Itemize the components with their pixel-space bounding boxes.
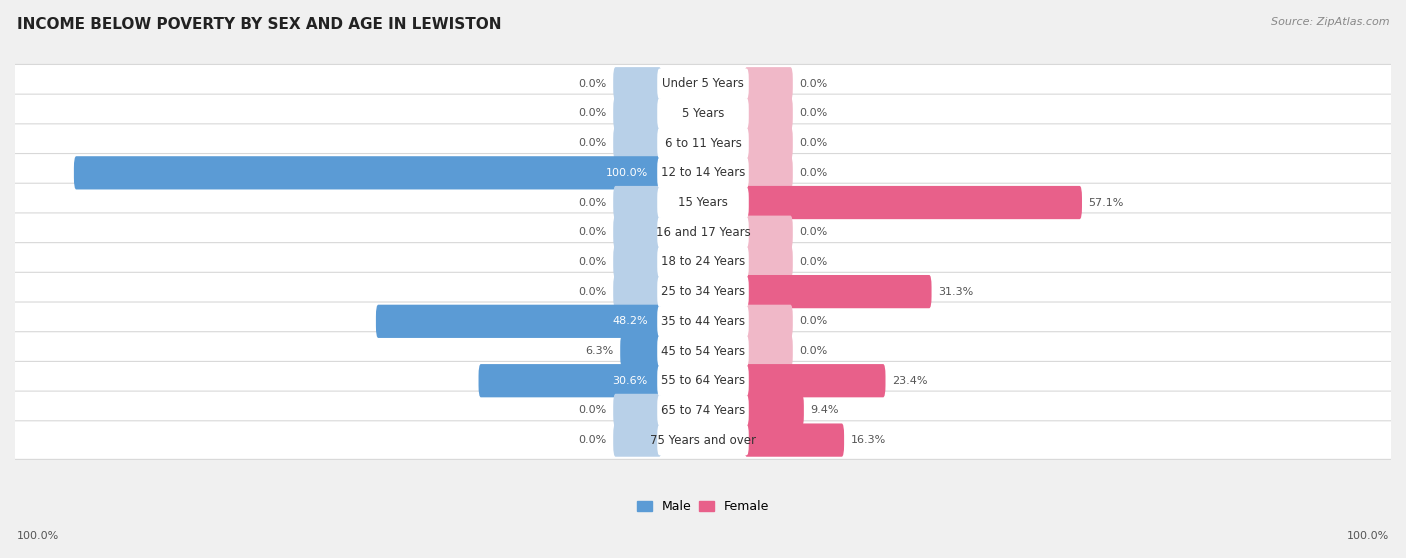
FancyBboxPatch shape [657,217,749,247]
FancyBboxPatch shape [13,331,1393,371]
FancyBboxPatch shape [13,94,1393,133]
Text: 9.4%: 9.4% [810,406,839,415]
Text: 16 and 17 Years: 16 and 17 Years [655,226,751,239]
Text: 65 to 74 Years: 65 to 74 Years [661,404,745,417]
Text: 0.0%: 0.0% [578,198,607,208]
FancyBboxPatch shape [744,305,793,338]
Text: 0.0%: 0.0% [799,316,828,326]
FancyBboxPatch shape [657,395,749,426]
Text: 6.3%: 6.3% [585,346,614,356]
FancyBboxPatch shape [13,243,1393,281]
FancyBboxPatch shape [613,186,662,219]
FancyBboxPatch shape [13,421,1393,459]
FancyBboxPatch shape [478,364,662,397]
FancyBboxPatch shape [657,247,749,277]
FancyBboxPatch shape [657,336,749,366]
Text: 0.0%: 0.0% [799,108,828,118]
Text: 35 to 44 Years: 35 to 44 Years [661,315,745,328]
FancyBboxPatch shape [657,187,749,218]
Text: 0.0%: 0.0% [578,138,607,148]
Text: 0.0%: 0.0% [578,406,607,415]
FancyBboxPatch shape [75,156,662,190]
FancyBboxPatch shape [13,183,1393,222]
Text: 100.0%: 100.0% [1347,531,1389,541]
FancyBboxPatch shape [657,276,749,307]
Text: 0.0%: 0.0% [799,346,828,356]
FancyBboxPatch shape [13,302,1393,340]
Text: 0.0%: 0.0% [578,227,607,237]
Text: 0.0%: 0.0% [799,257,828,267]
Text: 0.0%: 0.0% [799,138,828,148]
FancyBboxPatch shape [613,215,662,249]
FancyBboxPatch shape [744,67,793,100]
Text: 0.0%: 0.0% [578,257,607,267]
Text: Under 5 Years: Under 5 Years [662,77,744,90]
FancyBboxPatch shape [657,98,749,128]
Text: 25 to 34 Years: 25 to 34 Years [661,285,745,298]
FancyBboxPatch shape [657,128,749,158]
Text: 55 to 64 Years: 55 to 64 Years [661,374,745,387]
Text: 18 to 24 Years: 18 to 24 Years [661,256,745,268]
FancyBboxPatch shape [744,394,804,427]
FancyBboxPatch shape [744,334,793,368]
FancyBboxPatch shape [744,97,793,130]
Text: 23.4%: 23.4% [891,376,928,386]
Text: INCOME BELOW POVERTY BY SEX AND AGE IN LEWISTON: INCOME BELOW POVERTY BY SEX AND AGE IN L… [17,17,502,32]
FancyBboxPatch shape [744,275,932,308]
Text: 15 Years: 15 Years [678,196,728,209]
Text: 0.0%: 0.0% [578,287,607,297]
Text: 48.2%: 48.2% [612,316,648,326]
FancyBboxPatch shape [744,246,793,278]
Text: 57.1%: 57.1% [1088,198,1123,208]
FancyBboxPatch shape [744,215,793,249]
FancyBboxPatch shape [613,246,662,278]
Text: 31.3%: 31.3% [938,287,973,297]
FancyBboxPatch shape [657,158,749,188]
FancyBboxPatch shape [657,306,749,336]
FancyBboxPatch shape [744,156,793,190]
Text: 0.0%: 0.0% [578,79,607,89]
FancyBboxPatch shape [13,153,1393,192]
Text: 0.0%: 0.0% [578,435,607,445]
FancyBboxPatch shape [613,394,662,427]
FancyBboxPatch shape [13,391,1393,430]
Text: 16.3%: 16.3% [851,435,886,445]
FancyBboxPatch shape [13,213,1393,252]
Text: Source: ZipAtlas.com: Source: ZipAtlas.com [1271,17,1389,27]
FancyBboxPatch shape [13,65,1393,103]
FancyBboxPatch shape [620,334,662,368]
FancyBboxPatch shape [744,186,1083,219]
FancyBboxPatch shape [613,127,662,160]
Text: 5 Years: 5 Years [682,107,724,120]
Text: 0.0%: 0.0% [799,227,828,237]
FancyBboxPatch shape [13,272,1393,311]
FancyBboxPatch shape [613,275,662,308]
Text: 45 to 54 Years: 45 to 54 Years [661,344,745,358]
Text: 75 Years and over: 75 Years and over [650,434,756,446]
FancyBboxPatch shape [657,425,749,455]
Legend: Male, Female: Male, Female [637,501,769,513]
FancyBboxPatch shape [744,424,844,457]
FancyBboxPatch shape [744,127,793,160]
FancyBboxPatch shape [613,97,662,130]
Text: 0.0%: 0.0% [799,168,828,178]
FancyBboxPatch shape [13,124,1393,162]
Text: 0.0%: 0.0% [799,79,828,89]
FancyBboxPatch shape [744,364,886,397]
Text: 12 to 14 Years: 12 to 14 Years [661,166,745,179]
FancyBboxPatch shape [13,362,1393,400]
Text: 0.0%: 0.0% [578,108,607,118]
FancyBboxPatch shape [613,67,662,100]
FancyBboxPatch shape [657,69,749,99]
FancyBboxPatch shape [375,305,662,338]
Text: 6 to 11 Years: 6 to 11 Years [665,137,741,150]
Text: 30.6%: 30.6% [613,376,648,386]
Text: 100.0%: 100.0% [17,531,59,541]
FancyBboxPatch shape [657,365,749,396]
Text: 100.0%: 100.0% [606,168,648,178]
FancyBboxPatch shape [613,424,662,457]
